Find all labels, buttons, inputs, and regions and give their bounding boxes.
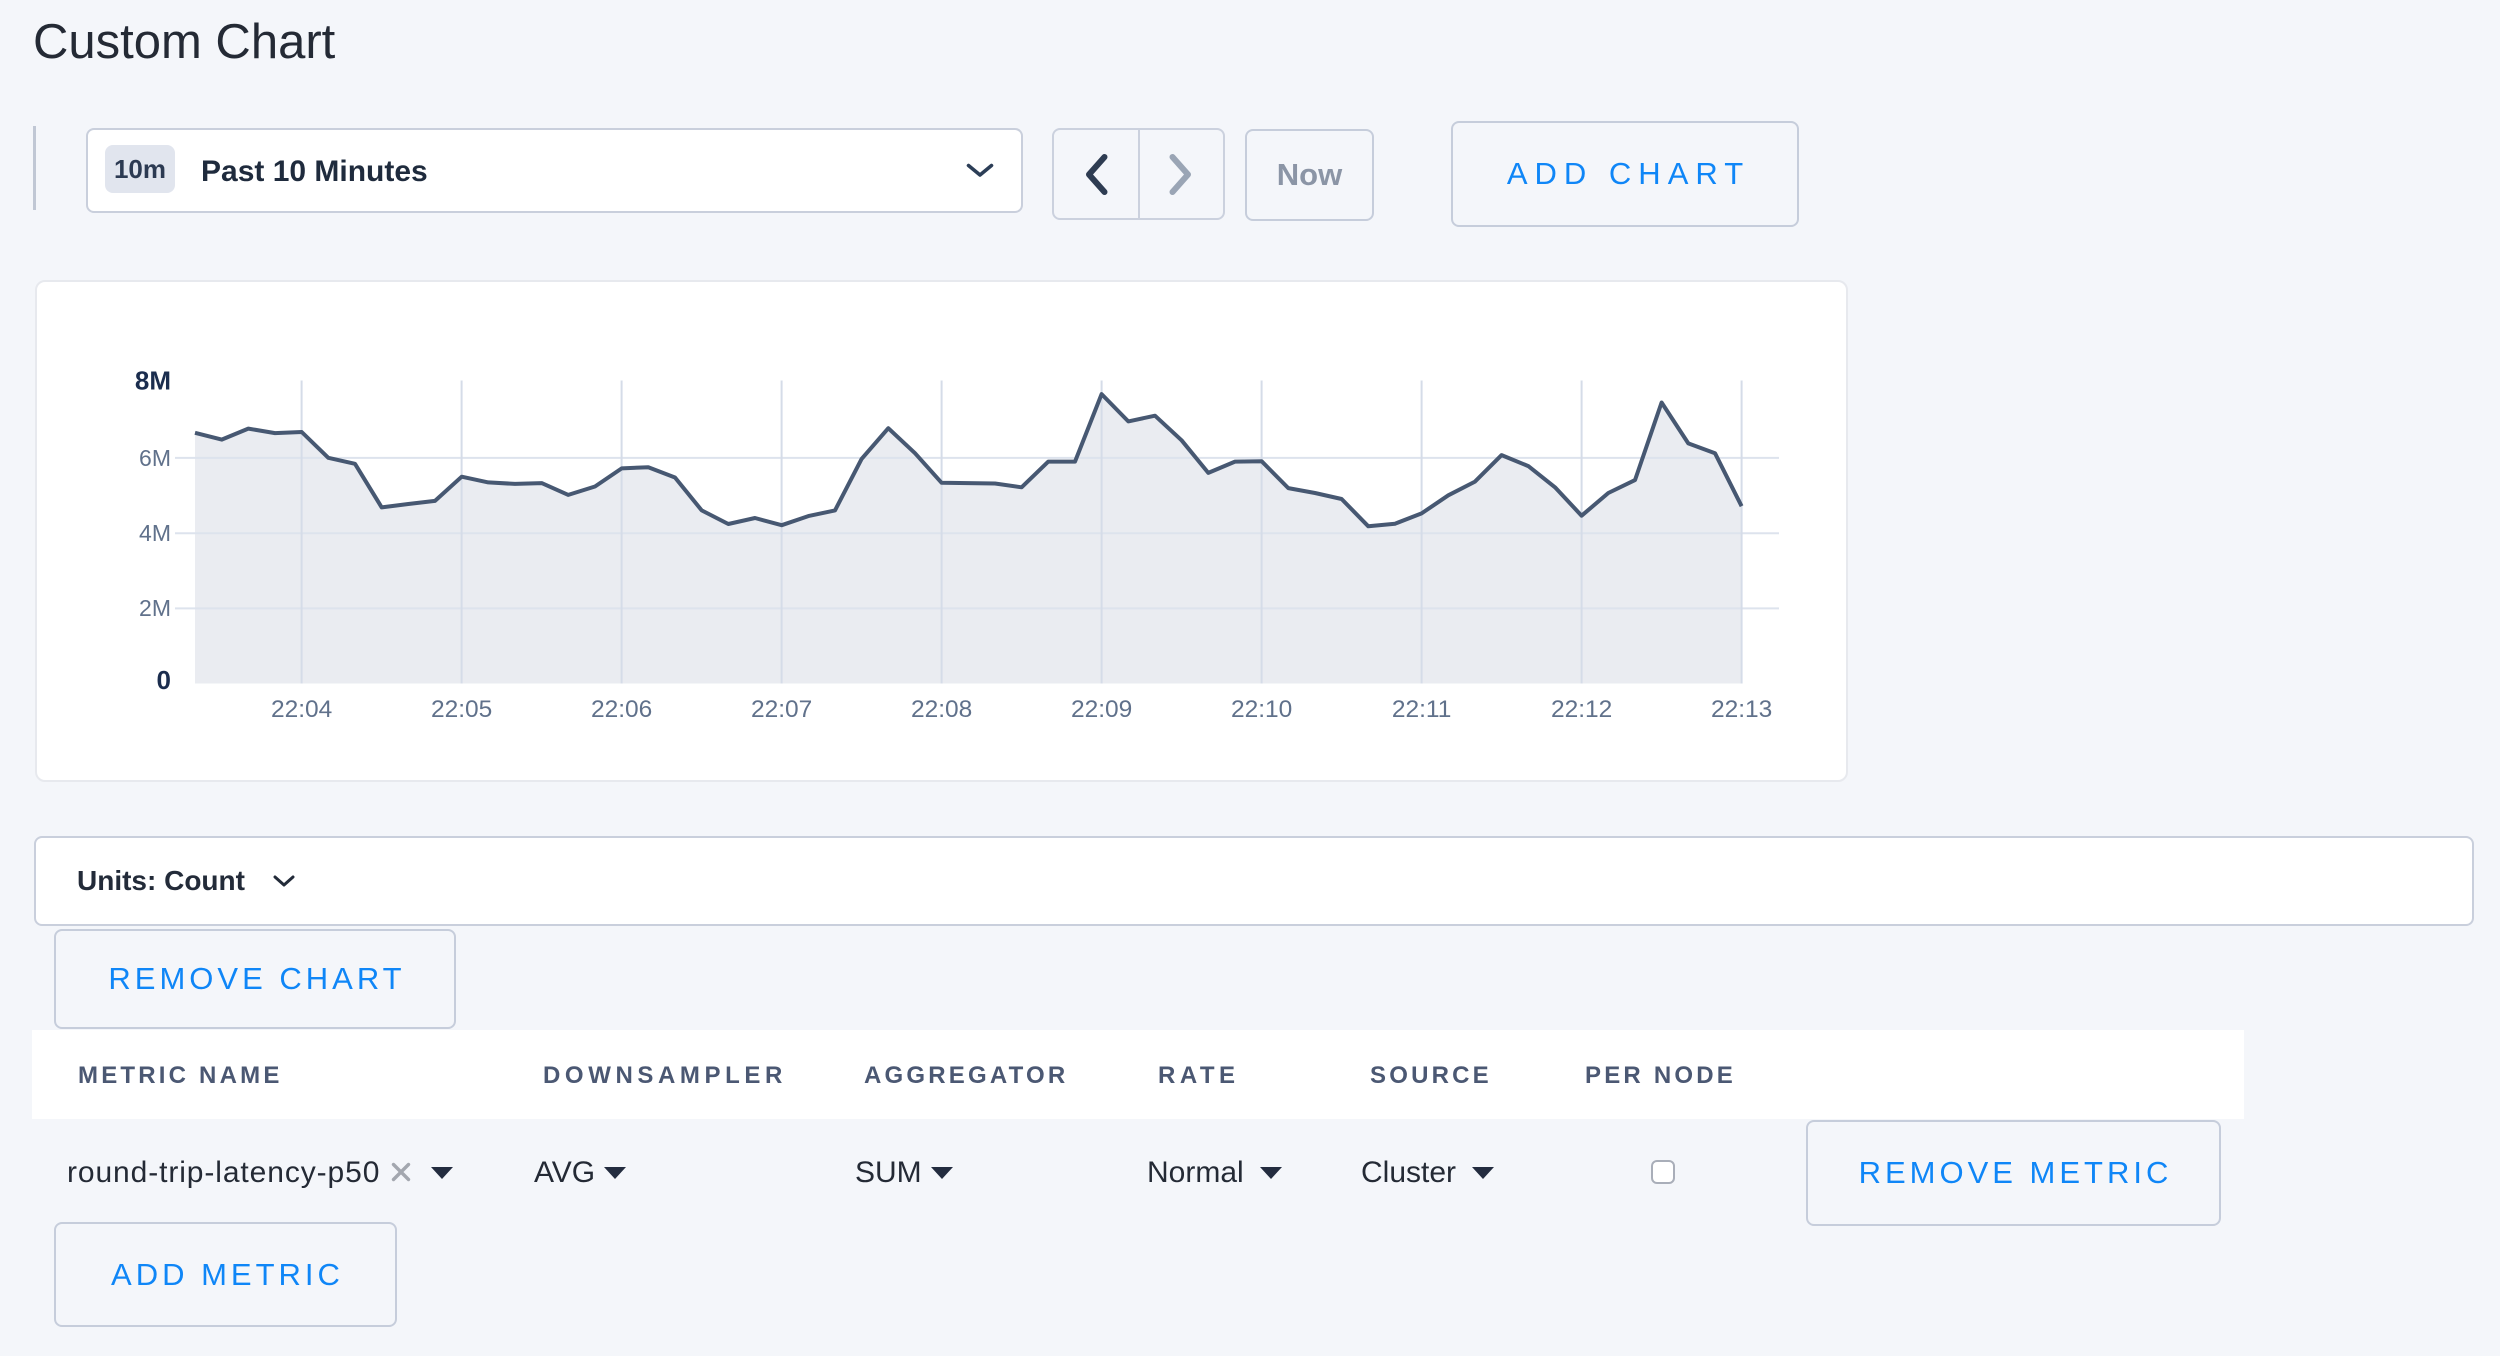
svg-text:22:09: 22:09 [1071, 696, 1132, 723]
svg-text:0: 0 [157, 665, 171, 695]
svg-text:4M: 4M [139, 520, 171, 546]
svg-text:2M: 2M [139, 595, 171, 621]
svg-text:22:12: 22:12 [1551, 696, 1612, 723]
svg-text:22:08: 22:08 [911, 696, 972, 723]
svg-text:22:06: 22:06 [591, 696, 652, 723]
svg-text:22:13: 22:13 [1711, 696, 1772, 723]
svg-text:22:05: 22:05 [431, 696, 492, 723]
svg-text:8M: 8M [135, 366, 171, 396]
svg-text:22:11: 22:11 [1392, 696, 1452, 723]
svg-text:6M: 6M [139, 445, 171, 471]
svg-text:22:04: 22:04 [271, 696, 332, 723]
svg-text:22:07: 22:07 [751, 696, 812, 723]
svg-text:22:10: 22:10 [1231, 696, 1292, 723]
